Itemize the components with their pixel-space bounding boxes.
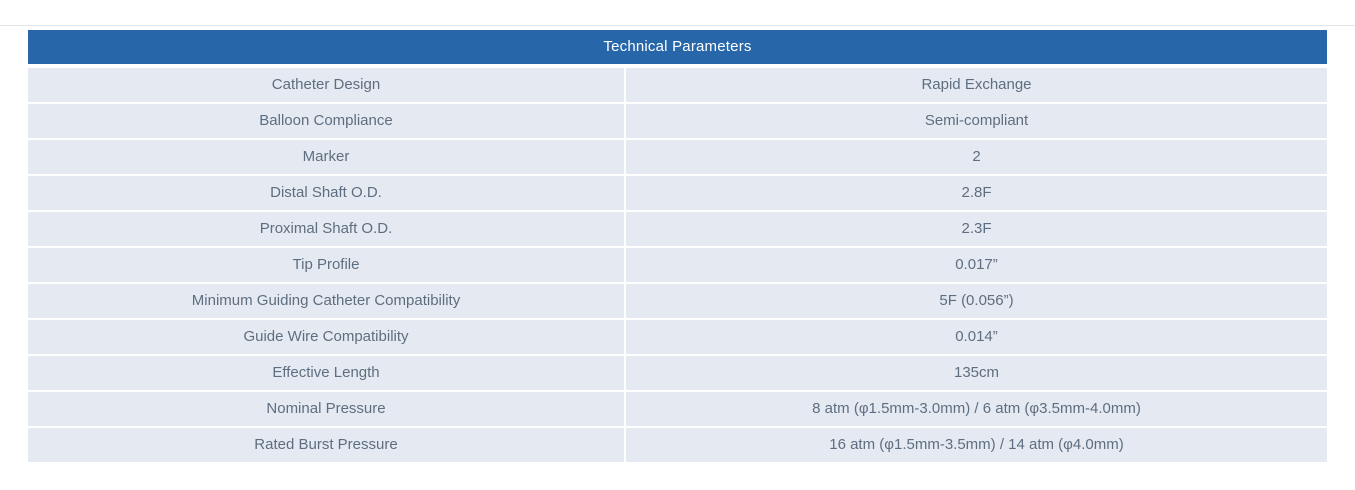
table-title-bar: Technical Parameters bbox=[28, 30, 1327, 64]
table-row: Rated Burst Pressure 16 atm (φ1.5mm-3.5m… bbox=[28, 428, 1327, 462]
top-divider-line bbox=[0, 25, 1355, 26]
table-row: Proximal Shaft O.D. 2.3F bbox=[28, 212, 1327, 246]
value-cell: Semi-compliant bbox=[626, 104, 1327, 138]
table-row: Marker 2 bbox=[28, 140, 1327, 174]
value-cell: 0.014” bbox=[626, 320, 1327, 354]
parameter-cell: Guide Wire Compatibility bbox=[28, 320, 624, 354]
parameter-cell: Balloon Compliance bbox=[28, 104, 624, 138]
table-row: Balloon Compliance Semi-compliant bbox=[28, 104, 1327, 138]
value-cell: 16 atm (φ1.5mm-3.5mm) / 14 atm (φ4.0mm) bbox=[626, 428, 1327, 462]
parameter-cell: Minimum Guiding Catheter Compatibility bbox=[28, 284, 624, 318]
table-row: Tip Profile 0.017” bbox=[28, 248, 1327, 282]
parameter-cell: Nominal Pressure bbox=[28, 392, 624, 426]
value-cell: 135cm bbox=[626, 356, 1327, 390]
table-row: Catheter Design Rapid Exchange bbox=[28, 68, 1327, 102]
table-row: Distal Shaft O.D. 2.8F bbox=[28, 176, 1327, 210]
parameter-cell: Distal Shaft O.D. bbox=[28, 176, 624, 210]
parameter-cell: Effective Length bbox=[28, 356, 624, 390]
parameter-cell: Catheter Design bbox=[28, 68, 624, 102]
parameter-cell: Rated Burst Pressure bbox=[28, 428, 624, 462]
table-row: Nominal Pressure 8 atm (φ1.5mm-3.0mm) / … bbox=[28, 392, 1327, 426]
technical-parameters-table: Technical Parameters Catheter Design Rap… bbox=[28, 30, 1327, 462]
table-row: Minimum Guiding Catheter Compatibility 5… bbox=[28, 284, 1327, 318]
parameter-cell: Marker bbox=[28, 140, 624, 174]
value-cell: 2.8F bbox=[626, 176, 1327, 210]
value-cell: 0.017” bbox=[626, 248, 1327, 282]
value-cell: 8 atm (φ1.5mm-3.0mm) / 6 atm (φ3.5mm-4.0… bbox=[626, 392, 1327, 426]
value-cell: 2.3F bbox=[626, 212, 1327, 246]
parameter-cell: Tip Profile bbox=[28, 248, 624, 282]
table-title: Technical Parameters bbox=[603, 38, 752, 55]
value-cell: 5F (0.056”) bbox=[626, 284, 1327, 318]
table-body: Catheter Design Rapid Exchange Balloon C… bbox=[28, 68, 1327, 462]
table-row: Effective Length 135cm bbox=[28, 356, 1327, 390]
value-cell: 2 bbox=[626, 140, 1327, 174]
parameter-cell: Proximal Shaft O.D. bbox=[28, 212, 624, 246]
table-row: Guide Wire Compatibility 0.014” bbox=[28, 320, 1327, 354]
value-cell: Rapid Exchange bbox=[626, 68, 1327, 102]
